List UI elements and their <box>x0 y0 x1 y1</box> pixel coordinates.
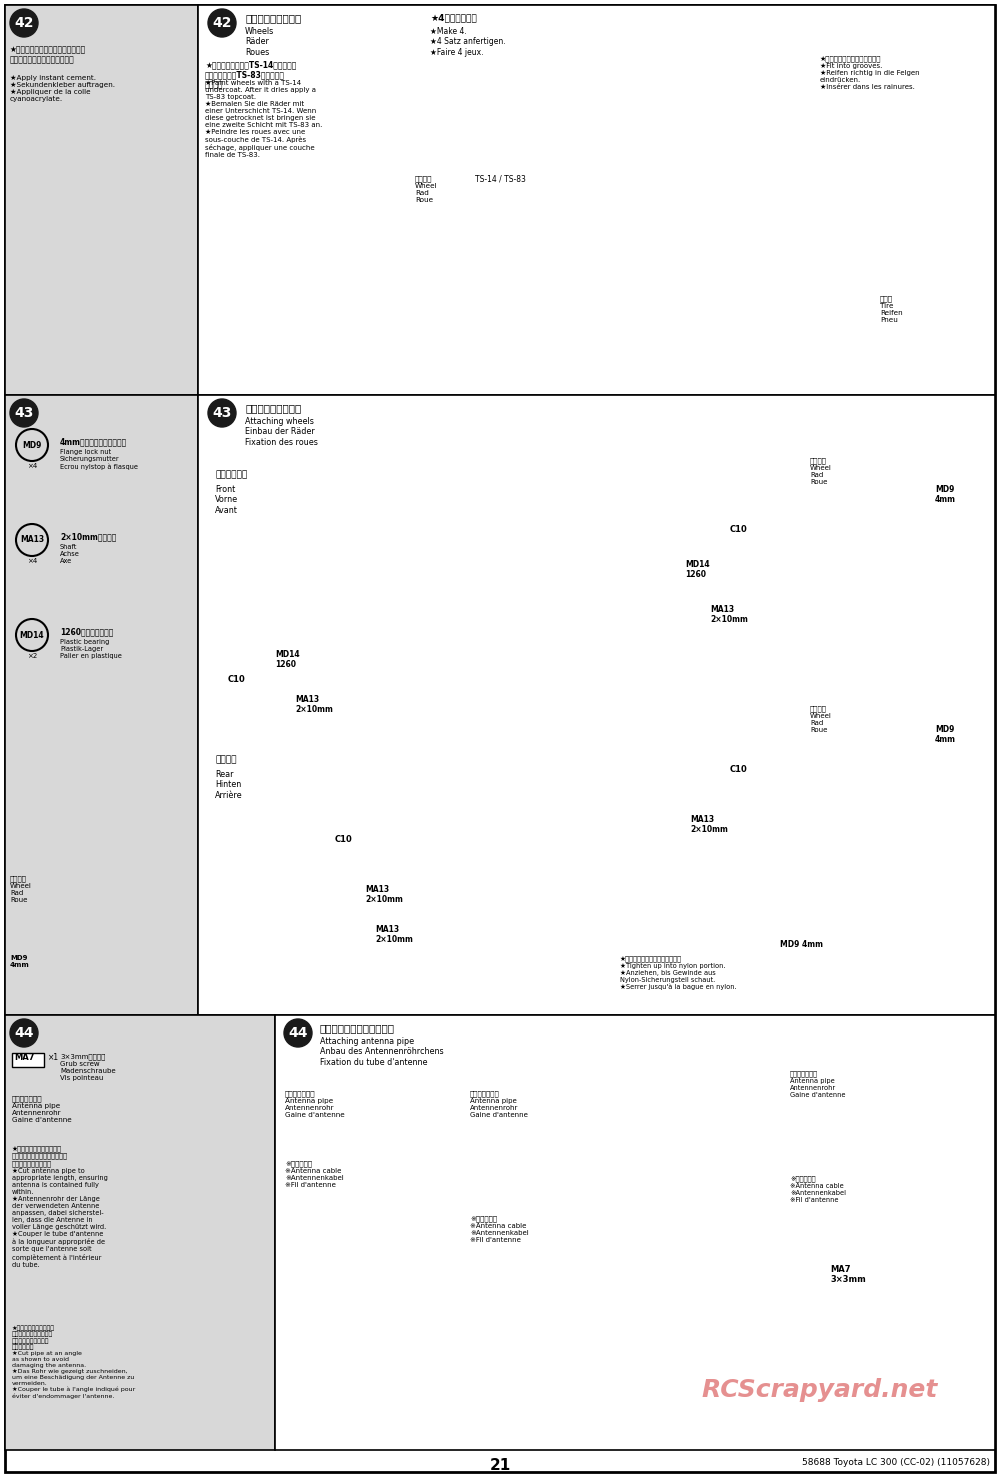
Text: 43: 43 <box>14 406 34 419</box>
Text: Attaching wheels
Einbau der Räder
Fixation des roues: Attaching wheels Einbau der Räder Fixati… <box>245 417 318 448</box>
Text: ×1: ×1 <box>48 1053 59 1062</box>
Circle shape <box>208 9 236 37</box>
Text: ホイール
Wheel
Rad
Roue: ホイール Wheel Rad Roue <box>10 874 32 902</box>
Text: ホイール
Wheel
Rad
Roue: ホイール Wheel Rad Roue <box>810 705 832 733</box>
Text: アンテナパイプ
Antenna pipe
Antennenrohr
Gaine d'antenne: アンテナパイプ Antenna pipe Antennenrohr Gaine … <box>470 1090 528 1118</box>
Text: MD9
4mm: MD9 4mm <box>935 484 956 505</box>
Text: MA7
3×3mm: MA7 3×3mm <box>830 1264 866 1285</box>
Text: ホイール
Wheel
Rad
Roue: ホイール Wheel Rad Roue <box>810 456 832 484</box>
Text: MD14
1260: MD14 1260 <box>275 650 300 669</box>
Bar <box>198 394 995 1015</box>
Bar <box>5 4 198 394</box>
Text: ホイールの取り付け: ホイールの取り付け <box>245 403 301 414</box>
Text: 《フロント》: 《フロント》 <box>215 470 247 479</box>
Bar <box>5 1015 275 1450</box>
Text: MD9
4mm: MD9 4mm <box>935 725 956 744</box>
Text: 3×3mmイモネジ
Grub screw
Madenschraube
Vis pointeau: 3×3mmイモネジ Grub screw Madenschraube Vis p… <box>60 1053 116 1081</box>
Text: 4mmフランジロックナット: 4mmフランジロックナット <box>60 437 127 446</box>
Text: MD14
1260: MD14 1260 <box>685 560 710 579</box>
Text: 42: 42 <box>14 16 34 30</box>
Text: Shaft
Achse
Axe: Shaft Achse Axe <box>60 544 80 564</box>
Text: Front
Vorne
Avant: Front Vorne Avant <box>215 484 238 515</box>
Text: ※アンテナ線
※Antenna cable
※Antennenkabel
※Fil d'antenne: ※アンテナ線 ※Antenna cable ※Antennenkabel ※Fi… <box>470 1216 529 1242</box>
Text: ★ホイールは最初にTS-14で塗装し、
塗料が乾いたらTS-83を重ね塗装
します。: ★ホイールは最初にTS-14で塗装し、 塗料が乾いたらTS-83を重ね塗装 しま… <box>205 61 296 90</box>
Bar <box>275 1015 995 1450</box>
Text: C10: C10 <box>730 524 748 535</box>
Text: Attaching antenna pipe
Anbau des Antennenröhrchens
Fixation du tube d'antenne: Attaching antenna pipe Anbau des Antenne… <box>320 1037 444 1066</box>
Text: MA7: MA7 <box>14 1053 34 1062</box>
Text: アンテナパイプの取り付け: アンテナパイプの取り付け <box>320 1024 395 1032</box>
Text: TS-14 / TS-83: TS-14 / TS-83 <box>475 174 526 185</box>
Text: MD14: MD14 <box>20 631 44 640</box>
Text: Wheels
Räder
Roues: Wheels Räder Roues <box>245 27 274 56</box>
Text: Plastic bearing
Plastik-Lager
Palier en plastique: Plastic bearing Plastik-Lager Palier en … <box>60 640 122 659</box>
Text: MA13
2×10mm: MA13 2×10mm <box>690 815 728 835</box>
Text: ★Apply instant cement.
★Sekundenkleber auftragen.
★Appliquer de la colle
cyanoac: ★Apply instant cement. ★Sekundenkleber a… <box>10 75 115 102</box>
Text: 44: 44 <box>14 1027 34 1040</box>
Bar <box>12 1053 44 1066</box>
Text: ★ホイールのみぞにはめます。
★Fit into grooves.
★Reifen richtig in die Felgen
eindrücken.
★Ins: ★ホイールのみぞにはめます。 ★Fit into grooves. ★Reife… <box>820 55 920 90</box>
Text: ホイール
Wheel
Rad
Roue: ホイール Wheel Rad Roue <box>415 174 438 202</box>
Circle shape <box>284 1019 312 1047</box>
Text: C10: C10 <box>228 675 246 684</box>
Text: MD9
4mm: MD9 4mm <box>10 956 30 967</box>
Text: ※アンテナ線
※Antenna cable
※Antennenkabel
※Fil d'antenne: ※アンテナ線 ※Antenna cable ※Antennenkabel ※Fi… <box>790 1176 846 1202</box>
Text: ★アンテナ線が外に出ない
ような長さに切ってください。
（アンテナ線保護用）
★Cut antenna pipe to
appropriate length, : ★アンテナ線が外に出ない ような長さに切ってください。 （アンテナ線保護用） ★… <box>12 1145 108 1267</box>
Text: RCScrapyard.net: RCScrapyard.net <box>702 1378 938 1402</box>
Text: ×4: ×4 <box>27 558 37 564</box>
Text: MA13
2×10mm: MA13 2×10mm <box>365 885 403 904</box>
Text: MD9: MD9 <box>22 440 42 449</box>
Text: Flange lock nut
Sicherungsmutter
Ecrou nylstop à flasque: Flange lock nut Sicherungsmutter Ecrou n… <box>60 449 138 470</box>
Text: 44: 44 <box>288 1027 308 1040</box>
Text: ★Paint wheels with a TS-14
undercoat. After it dries apply a
TS-83 topcoat.
★Bem: ★Paint wheels with a TS-14 undercoat. Af… <box>205 80 322 158</box>
Text: ★Make 4.
★4 Satz anfertigen.
★Faire 4 jeux.: ★Make 4. ★4 Satz anfertigen. ★Faire 4 je… <box>430 27 506 56</box>
Bar <box>198 4 995 394</box>
Text: ★4個作ります。: ★4個作ります。 <box>430 13 477 22</box>
Text: ★アンテナ線が切れない
ように、アンテナパイプ
をなるようにカットし
てください。
★Cut pipe at an angle
as shown to avoi: ★アンテナ線が切れない ように、アンテナパイプ をなるようにカットし てください… <box>12 1325 135 1399</box>
Bar <box>5 394 198 1015</box>
Text: 21: 21 <box>489 1458 511 1473</box>
Text: アンテナパイプ
Antenna pipe
Antennenrohr
Gaine d'antenne: アンテナパイプ Antenna pipe Antennenrohr Gaine … <box>12 1094 72 1123</box>
Circle shape <box>10 9 38 37</box>
Text: MA13
2×10mm: MA13 2×10mm <box>710 606 748 625</box>
Circle shape <box>208 399 236 427</box>
Circle shape <box>10 399 38 427</box>
Text: 58688 Toyota LC 300 (CC-02) (11057628): 58688 Toyota LC 300 (CC-02) (11057628) <box>802 1458 990 1467</box>
Text: MA13: MA13 <box>20 536 44 545</box>
Text: ホイールの組み立て: ホイールの組み立て <box>245 13 301 24</box>
Text: ×4: ×4 <box>27 462 37 470</box>
Text: ※アンテナ線
※Antenna cable
※Antennenkabel
※Fil d'antenne: ※アンテナ線 ※Antenna cable ※Antennenkabel ※Fi… <box>285 1159 344 1188</box>
Text: タイヤ
Tire
Reifen
Pneu: タイヤ Tire Reifen Pneu <box>880 295 903 322</box>
Text: ×2: ×2 <box>27 653 37 659</box>
Circle shape <box>10 1019 38 1047</box>
Text: 《リヤ》: 《リヤ》 <box>215 755 237 764</box>
Text: 2×10mmシャフト: 2×10mmシャフト <box>60 532 116 541</box>
Text: C10: C10 <box>730 765 748 774</box>
Text: アンテナパイプ
Antenna pipe
Antennenrohr
Gaine d'antenne: アンテナパイプ Antenna pipe Antennenrohr Gaine … <box>285 1090 345 1118</box>
Text: C10: C10 <box>335 835 353 843</box>
Text: アンテナパイプ
Antenna pipe
Antennenrohr
Gaine d'antenne: アンテナパイプ Antenna pipe Antennenrohr Gaine … <box>790 1069 846 1097</box>
Text: Rear
Hinten
Arrière: Rear Hinten Arrière <box>215 770 243 801</box>
Text: ★ナイロン部まで締め込みます。
★Tighten up into nylon portion.
★Anziehen, bis Gewinde aus
Nylon: ★ナイロン部まで締め込みます。 ★Tighten up into nylon p… <box>620 956 737 991</box>
Text: MA13
2×10mm: MA13 2×10mm <box>375 925 413 944</box>
Text: 1260プラベアリング: 1260プラベアリング <box>60 628 113 637</box>
Text: MD9 4mm: MD9 4mm <box>780 939 823 950</box>
Text: 42: 42 <box>212 16 232 30</box>
Text: 43: 43 <box>212 406 232 419</box>
Text: ★タイヤとホイールの間に瞬間接着
剤をながし込んで接着します。: ★タイヤとホイールの間に瞬間接着 剤をながし込んで接着します。 <box>10 44 86 65</box>
Text: MA13
2×10mm: MA13 2×10mm <box>295 696 333 715</box>
